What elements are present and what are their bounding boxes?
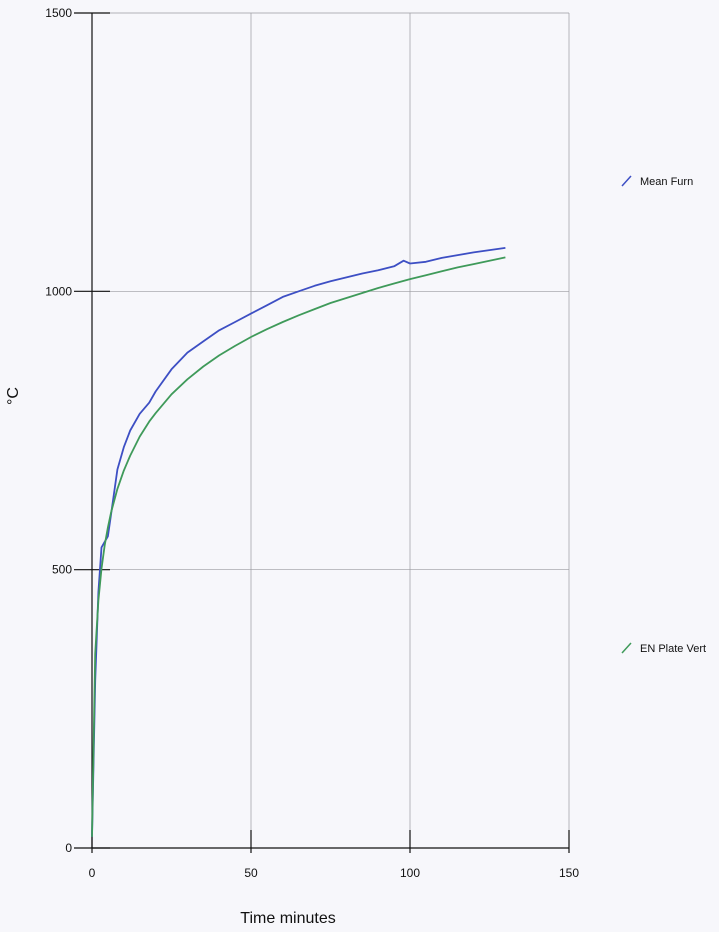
grid-lines — [92, 12, 570, 848]
x-tick-label-150: 150 — [559, 866, 579, 880]
y-axis-label: °C — [5, 387, 22, 405]
y-tick-label-1000: 1000 — [45, 284, 72, 298]
x-tick-label-0: 0 — [89, 866, 96, 880]
legend-swatch-en-plate-vert — [621, 642, 632, 654]
series-lines — [91, 247, 506, 837]
legend-swatch-mean-furn — [621, 175, 632, 187]
y-tick-label-500: 500 — [52, 563, 72, 577]
y-tick-label-1500: 1500 — [45, 6, 72, 20]
legend-item-en-plate-vert: EN Plate Vert — [621, 642, 706, 655]
x-axis-label: Time minutes — [240, 910, 335, 927]
tick-labels: 0 500 1000 1500 0 50 100 150 — [45, 6, 579, 880]
series-line-mean-furn — [91, 247, 506, 837]
axes — [74, 12, 570, 853]
x-tick-label-50: 50 — [244, 866, 258, 880]
legend-label-mean-furn: Mean Furn — [640, 176, 693, 188]
series-line-en-plate-vert — [91, 256, 506, 837]
legend: Mean Furn EN Plate Vert — [621, 175, 706, 655]
legend-label-en-plate-vert: EN Plate Vert — [640, 643, 706, 655]
legend-item-mean-furn: Mean Furn — [621, 175, 693, 188]
x-tick-label-100: 100 — [400, 866, 420, 880]
y-tick-label-0: 0 — [65, 841, 72, 855]
